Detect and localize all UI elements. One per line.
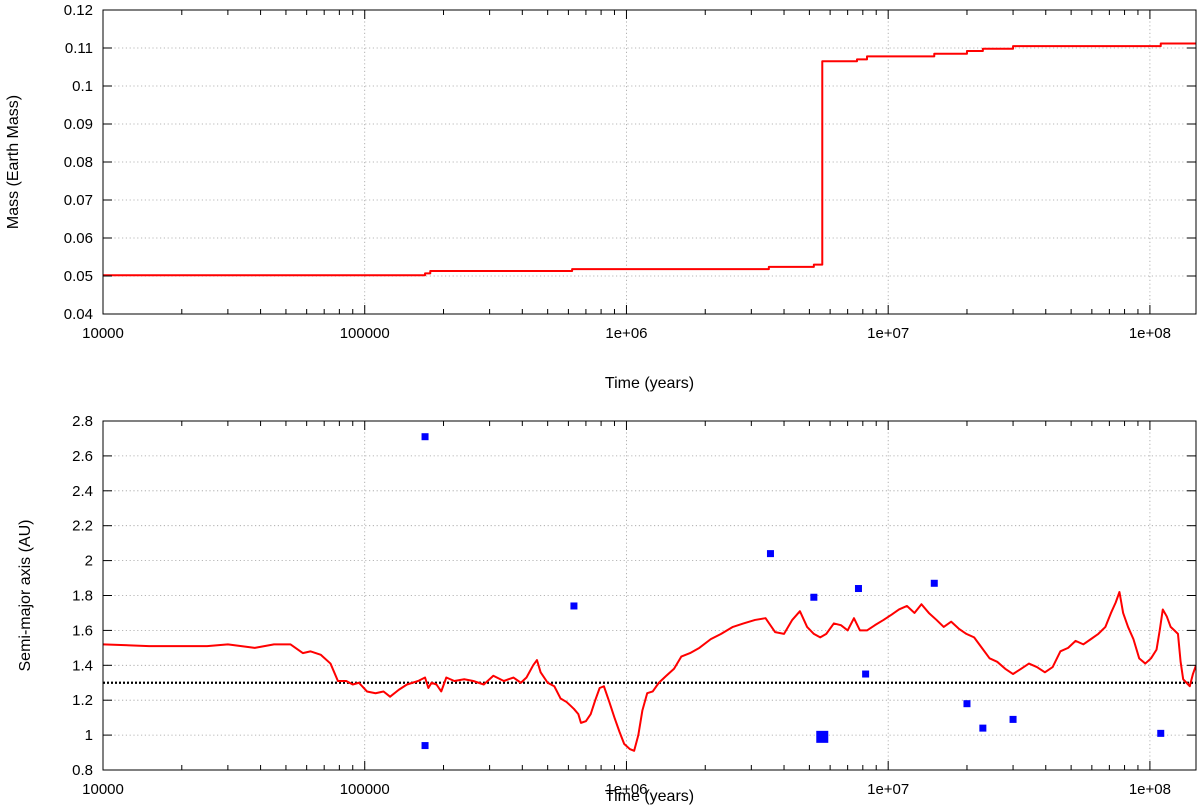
semimajor-series-line [103,591,1196,752]
semimajor-axis-panel: 10000 100000 1e+06 1e+07 1e+08 0.8 1 1.2 1.4 1.6… [17,413,1197,805]
semimajor-marker-point [854,585,862,593]
mass-x-tick-label: 100000 [340,325,390,342]
mass-grid [103,10,1196,314]
mass-y-tick-label: 0.06 [64,230,93,247]
mass-y-axis-label: Mass (Earth Mass) [5,95,22,229]
mass-y-tick-label: 0.08 [64,154,93,171]
semimajor-y-tick-label: 1.8 [72,588,93,605]
mass-x-tick-label: 1e+06 [605,325,647,342]
semimajor-marker-layer [421,433,1165,750]
semimajor-y-axis-label: Semi-major axis (AU) [17,519,34,671]
mass-ticks [102,9,1196,315]
semimajor-y-tick-labels: 0.8 1 1.2 1.4 1.6 1.8 2 2.2 2.4 2.6 2.8 [72,413,93,779]
semimajor-marker-point [816,730,829,743]
semimajor-marker-point [862,670,870,678]
semimajor-y-tick-label: 2 [85,553,93,570]
mass-series-layer [103,42,1196,277]
mass-x-axis-label: Time (years) [605,375,694,392]
semimajor-y-tick-label: 2.2 [72,518,93,535]
semimajor-x-tick-label: 1e+07 [867,781,909,798]
semimajor-marker-point [421,742,429,750]
semimajor-marker-point [570,602,578,610]
semimajor-x-axis-label: Time (years) [605,788,694,805]
semimajor-y-tick-label: 1 [85,727,93,744]
semimajor-marker-point [979,724,987,732]
semimajor-marker-point [1009,715,1017,723]
mass-y-tick-label: 0.1 [72,78,93,95]
semimajor-x-tick-label: 1e+06 [605,781,647,798]
semimajor-x-tick-labels: 10000 100000 1e+06 1e+07 1e+08 [82,781,1171,798]
semimajor-y-tick-label: 2.4 [72,483,93,500]
semimajor-series-layer [103,591,1196,752]
semimajor-y-tick-label: 2.8 [72,413,93,430]
semimajor-y-tick-label: 0.8 [72,762,93,779]
mass-y-tick-label: 0.12 [64,2,93,19]
semimajor-x-tick-label: 10000 [82,781,124,798]
mass-y-tick-label: 0.09 [64,116,93,133]
semimajor-marker-point [963,700,971,708]
mass-y-tick-label: 0.11 [65,40,93,57]
mass-y-tick-label: 0.04 [64,306,93,323]
mass-y-tick-labels: 0.04 0.05 0.06 0.07 0.08 0.09 0.1 0.11 0.12 [64,2,93,323]
mass-x-tick-label: 1e+08 [1129,325,1171,342]
semimajor-y-tick-label: 1.4 [72,657,93,674]
mass-panel: 10000 100000 1e+06 1e+07 1e+08 0.040.050.060… [5,2,1197,392]
semimajor-x-tick-label: 1e+08 [1129,781,1171,798]
semimajor-y-tick-label: 2.6 [72,448,93,465]
semimajor-ticks [102,420,1196,771]
semimajor-marker-point [421,433,429,441]
mass-x-tick-label: 1e+07 [867,325,909,342]
semimajor-marker-point [766,550,774,558]
semimajor-y-tick-label: 1.6 [72,622,93,639]
mass-x-tick-labels: 10000 100000 1e+06 1e+07 1e+08 [82,325,1171,342]
semimajor-grid [103,421,1196,770]
mass-y-tick-label: 0.07 [64,192,93,209]
semimajor-y-tick-label: 1.2 [72,692,93,709]
mass-series-line [103,42,1196,277]
semimajor-marker-point [1157,729,1165,737]
semimajor-marker-point [930,579,938,587]
mass-y-tick-label: 0.05 [64,268,93,285]
semimajor-x-tick-label: 100000 [340,781,390,798]
semimajor-marker-point [810,593,818,601]
mass-x-tick-label: 10000 [82,325,124,342]
